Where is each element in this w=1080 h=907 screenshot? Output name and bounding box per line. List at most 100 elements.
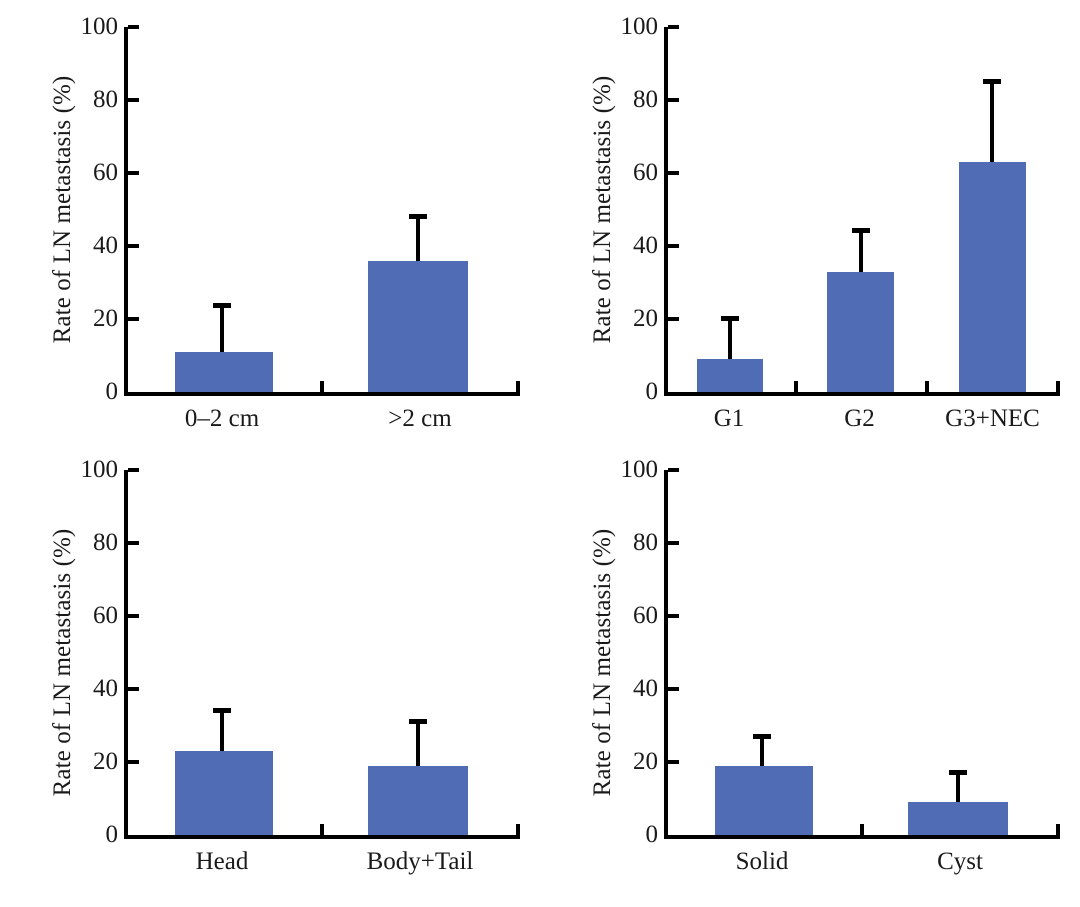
plot-area	[664, 468, 1060, 839]
bar	[697, 359, 763, 392]
bar	[368, 260, 468, 392]
y-tick-label: 20	[633, 748, 658, 775]
error-bar	[416, 721, 420, 766]
panel-tumor-morphology: Rate of LN metastasis (%) 100 80 60 40 2…	[540, 453, 1080, 906]
y-tick-label: 20	[93, 748, 118, 775]
x-category-label: G3+NEC	[945, 405, 1040, 432]
bar	[175, 751, 273, 835]
x-tick-mark	[320, 824, 324, 835]
y-tick-mark	[668, 171, 679, 175]
x-tick-mark	[320, 381, 324, 392]
y-tick-label: 80	[93, 529, 118, 556]
y-tick-label: 40	[93, 675, 118, 702]
bar	[175, 351, 273, 392]
error-bar	[859, 231, 863, 272]
y-tick-mark	[668, 760, 679, 764]
error-bar	[760, 736, 764, 766]
panel-tumor-location: Rate of LN metastasis (%) 100 80 60 40 2…	[0, 453, 540, 906]
y-tick-mark	[128, 244, 139, 248]
y-tick-label: 80	[93, 86, 118, 113]
y-tick-label: 100	[620, 13, 659, 40]
y-tick-label: 40	[633, 675, 658, 702]
bar	[827, 271, 894, 392]
error-bar-cap	[213, 303, 231, 309]
y-tick-mark	[668, 244, 679, 248]
x-category-label: >2 cm	[388, 405, 452, 432]
y-tick-mark	[668, 25, 679, 29]
y-tick-label: 40	[93, 232, 118, 259]
x-category-label: Solid	[735, 848, 789, 875]
x-axis-line	[664, 835, 1060, 839]
y-tick-mark	[128, 687, 139, 691]
y-tick-label: 60	[633, 159, 658, 186]
y-tick-mark	[668, 98, 679, 102]
y-tick-label: 40	[633, 232, 658, 259]
x-category-label: Head	[195, 848, 249, 875]
x-tick-mark	[1056, 381, 1060, 392]
y-tick-mark	[668, 317, 679, 321]
y-tick-label: 0	[105, 378, 119, 405]
y-axis-line	[124, 470, 128, 839]
y-tick-label: 80	[633, 86, 658, 113]
y-tick-mark	[128, 541, 139, 545]
x-axis-line	[124, 835, 520, 839]
y-tick-mark	[668, 687, 679, 691]
y-tick-mark	[128, 760, 139, 764]
error-bar-cap	[409, 213, 427, 219]
y-axis-line	[664, 470, 668, 839]
y-tick-mark	[128, 25, 139, 29]
bar	[959, 162, 1026, 392]
y-tick-mark	[128, 98, 139, 102]
x-category-label: 0–2 cm	[184, 405, 260, 432]
panel-tumor-size: Rate of LN metastasis (%) 100 80 60 40 2…	[0, 0, 540, 453]
y-tick-label: 0	[645, 821, 659, 848]
x-category-label: Cyst	[937, 848, 983, 875]
y-tick-mark	[128, 468, 139, 472]
y-tick-label-group: 100 80 60 40 20 0	[62, 453, 119, 906]
plot-area	[124, 25, 520, 396]
y-tick-label: 20	[633, 305, 658, 332]
y-tick-mark	[668, 614, 679, 618]
y-axis-line	[664, 27, 668, 396]
y-tick-mark	[668, 541, 679, 545]
x-category-label: G1	[713, 405, 745, 432]
y-tick-label: 100	[80, 13, 119, 40]
y-tick-mark	[128, 317, 139, 321]
error-bar-cap	[949, 770, 967, 775]
error-bar	[956, 772, 960, 803]
plot-area	[664, 25, 1060, 396]
error-bar-cap	[983, 78, 1001, 84]
error-bar	[416, 216, 420, 261]
error-bar	[220, 306, 224, 352]
plot-area	[124, 468, 520, 839]
y-tick-label: 0	[645, 378, 659, 405]
error-bar	[728, 319, 732, 360]
y-tick-mark	[128, 614, 139, 618]
y-tick-label: 80	[633, 529, 658, 556]
error-bar	[990, 81, 994, 163]
y-tick-label: 20	[93, 305, 118, 332]
error-bar	[220, 710, 224, 751]
x-axis-line	[664, 392, 1060, 396]
x-tick-mark	[860, 824, 864, 835]
error-bar-cap	[753, 733, 771, 739]
y-tick-label: 60	[633, 602, 658, 629]
y-tick-label-group: 100 80 60 40 20 0	[602, 0, 659, 453]
error-bar-cap	[852, 228, 870, 234]
x-tick-mark	[516, 381, 520, 392]
y-tick-label: 100	[620, 456, 659, 483]
y-tick-label-group: 100 80 60 40 20 0	[62, 0, 119, 453]
x-tick-mark	[1056, 824, 1060, 835]
y-axis-line	[124, 27, 128, 396]
bar	[908, 802, 1008, 835]
y-tick-label: 0	[105, 821, 119, 848]
bar	[715, 765, 813, 835]
panel-tumor-grade: Rate of LN metastasis (%) 100 80 60 40 2…	[540, 0, 1080, 453]
x-category-label: G2	[844, 405, 875, 432]
bar	[368, 765, 468, 835]
x-tick-mark	[925, 381, 929, 392]
y-tick-label: 60	[93, 159, 118, 186]
y-tick-label: 60	[93, 602, 118, 629]
x-axis-line	[124, 392, 520, 396]
